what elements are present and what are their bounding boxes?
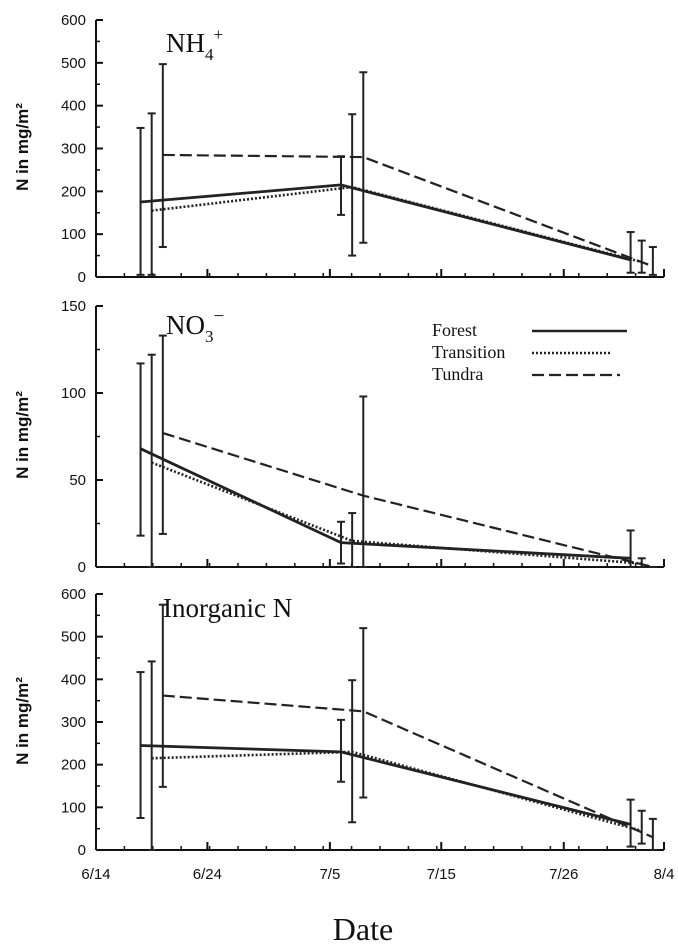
y-tick-label: 300 [61, 141, 86, 158]
title-subscript: 4 [205, 45, 214, 64]
error-bar-tundra [158, 603, 167, 788]
panel-title-inorganic-n: Inorganic N [163, 593, 292, 623]
y-tick-label: 500 [61, 629, 86, 646]
series-line-forest [139, 447, 631, 560]
error-bar-transition [147, 112, 156, 276]
x-tick-label: 8/4 [654, 866, 675, 883]
error-bar-transition [348, 512, 357, 568]
panel-0: 0 100 200 300 400 500 600 [61, 12, 665, 286]
y-tick-label: 200 [61, 757, 86, 774]
error-bar-tundra [158, 63, 167, 249]
legend-label-tundra: Tundra [432, 364, 483, 384]
y-axis-label-no3: N in mg/m² [13, 391, 32, 479]
y-tick-label: 400 [61, 98, 86, 115]
y-tick-label: 600 [61, 586, 86, 603]
error-bar-tundra [648, 817, 657, 851]
series-line-tundra [162, 153, 654, 268]
x-axis-title: Date [333, 911, 393, 947]
error-bar-transition [147, 353, 156, 568]
error-bar-tundra [158, 334, 167, 535]
y-tick-label: 100 [61, 226, 86, 243]
title-main: NO [166, 310, 205, 340]
x-tick-label: 7/5 [319, 866, 340, 883]
x-tick-label: 6/14 [81, 866, 110, 883]
y-axis-label-nh4: N in mg/m² [13, 103, 32, 191]
plot-area: 0100200300400500600050100150010020030040… [61, 12, 674, 883]
panel-2: 0 100 200 300 400 500 600 6/14 6/24 7/5 7/15 7/26 8/… [61, 586, 674, 883]
y-tick-label: 200 [61, 183, 86, 200]
y-tick-label: 0 [78, 842, 86, 859]
legend-label-transition: Transition [432, 342, 505, 362]
error-bar-transition [637, 809, 646, 845]
y-tick-label: 300 [61, 714, 86, 731]
error-bar-tundra [359, 395, 368, 568]
error-bar-transition [637, 239, 646, 274]
panel-title-no3: NO3− [166, 306, 224, 346]
panel-title-nh4: NH4+ [166, 25, 223, 64]
y-tick-label: 400 [61, 671, 86, 688]
y-axis-label-inorganic-n: N in mg/m² [13, 677, 32, 765]
title-superscript: + [214, 25, 224, 44]
error-bar-forest [626, 798, 635, 848]
error-bar-transition [348, 113, 357, 257]
y-tick-label: 600 [61, 12, 86, 29]
y-tick-label: 100 [61, 385, 86, 402]
error-bar-transition [637, 557, 646, 568]
y-tick-label: 50 [69, 472, 86, 489]
y-tick-label: 150 [61, 298, 86, 315]
title-superscript: − [214, 306, 225, 327]
title-subscript: 3 [205, 327, 214, 346]
error-bar-transition [147, 660, 156, 851]
y-tick-label: 0 [78, 559, 86, 576]
title-main: NH [166, 28, 205, 58]
y-tick-label: 500 [61, 55, 86, 72]
series-line-forest [140, 744, 631, 826]
x-tick-label: 7/15 [427, 866, 456, 883]
series-line-transition [151, 750, 643, 833]
x-tick-label: 7/26 [549, 866, 578, 883]
error-bar-forest [136, 671, 145, 819]
series-line-tundra [162, 694, 654, 839]
error-bar-tundra [359, 627, 368, 799]
error-bar-forest [337, 718, 346, 783]
legend: Forest Transition Tundra [432, 320, 627, 384]
y-tick-label: 0 [78, 269, 86, 286]
error-bar-forest [136, 362, 145, 537]
error-bar-tundra [648, 246, 657, 276]
error-bar-tundra [359, 71, 368, 244]
error-bar-forest [626, 231, 635, 274]
series-line-transition [151, 461, 642, 565]
error-bar-transition [348, 679, 357, 824]
error-bar-forest [136, 126, 145, 276]
panel-1: 0 50 100 150 [61, 298, 665, 576]
legend-label-forest: Forest [432, 320, 477, 340]
y-tick-label: 100 [61, 799, 86, 816]
x-tick-label: 6/24 [193, 866, 222, 883]
